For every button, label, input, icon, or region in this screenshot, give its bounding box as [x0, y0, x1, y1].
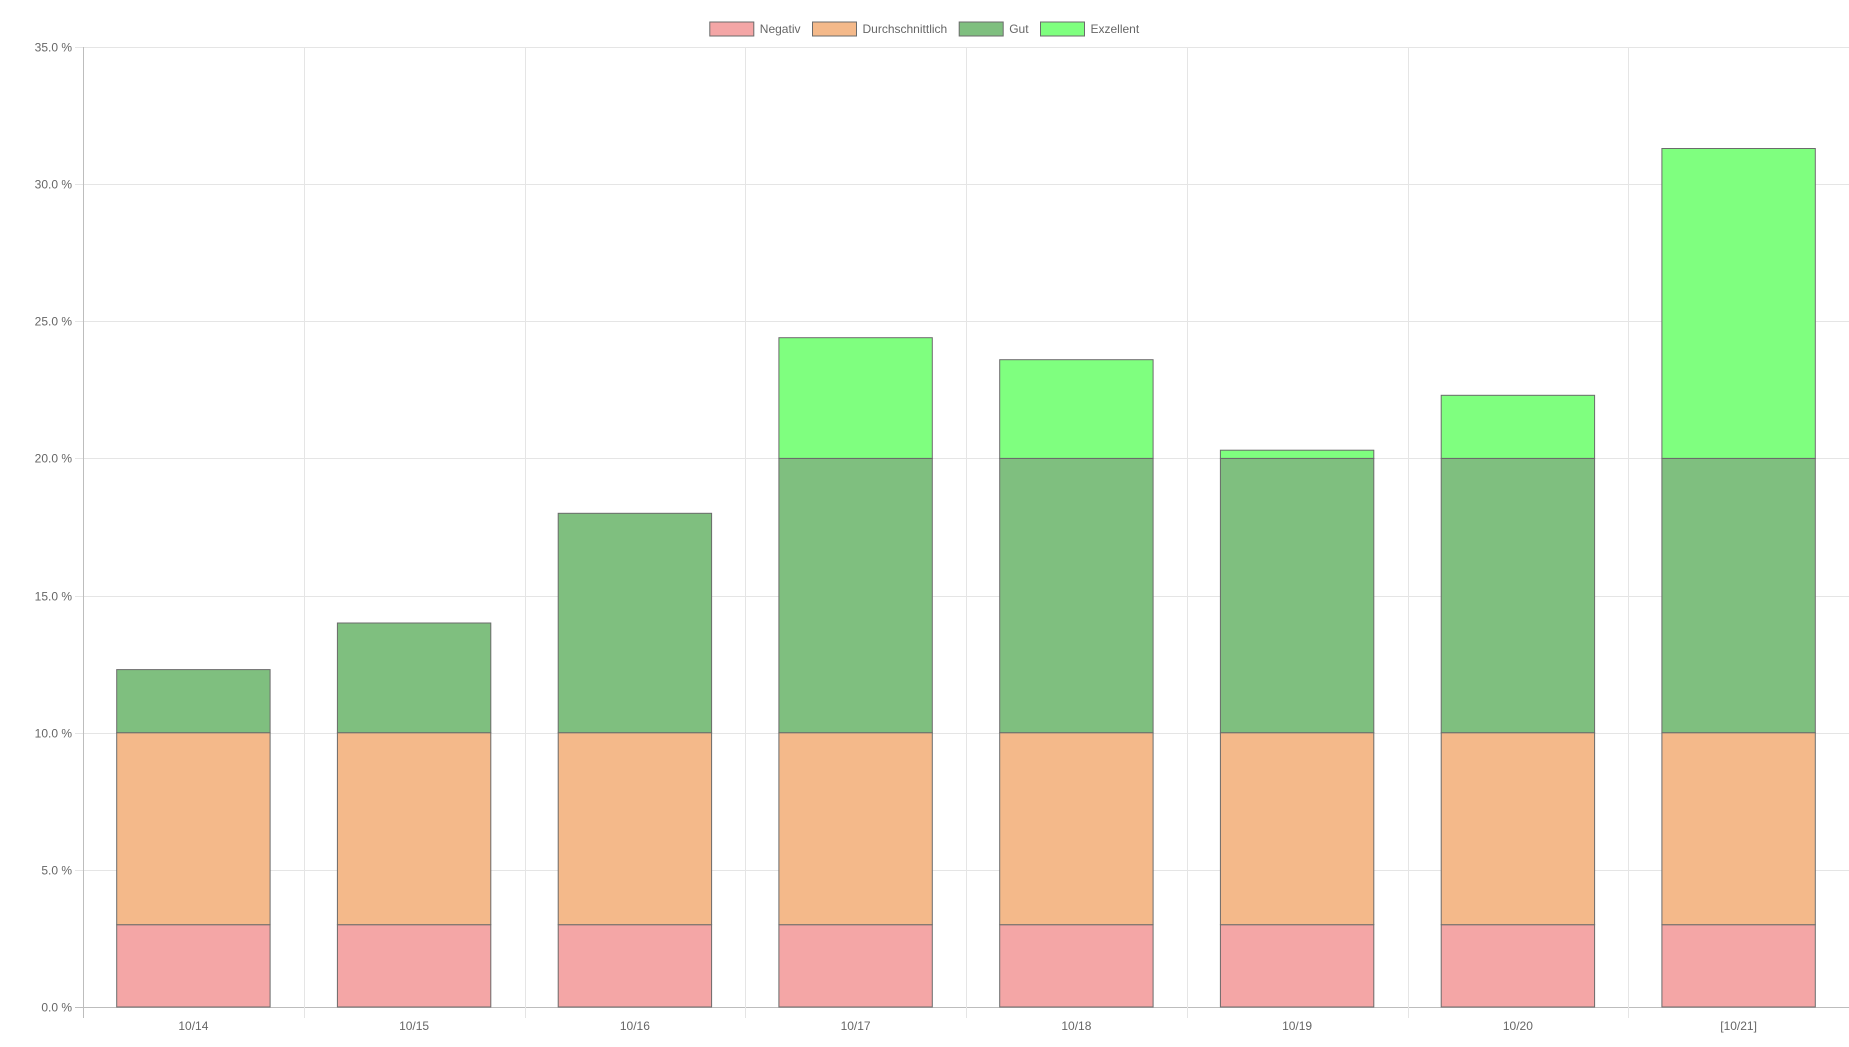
legend-label: Gut — [1009, 22, 1029, 36]
bar-segment-exzellent — [1440, 394, 1596, 459]
y-tick-label: 15.0 % — [35, 590, 73, 604]
bar-segment-negativ — [1219, 924, 1375, 1008]
y-tick-label: 30.0 % — [35, 178, 73, 192]
bar-segment-durchschnittlich — [999, 732, 1154, 926]
bar-segment-gut — [336, 622, 492, 734]
bar-segment-exzellent — [778, 337, 933, 459]
bar-segment-durchschnittlich — [336, 732, 492, 926]
axis-layer: 0.0 % 5.0 % 10.0 % 15.0 % 20.0 % 25.0 % 30.0 %… — [35, 41, 1757, 1034]
bars-layer — [116, 148, 1816, 1008]
bar-segment-negativ — [116, 924, 271, 1008]
y-tick-label: 20.0 % — [35, 452, 73, 466]
bar-segment-durchschnittlich — [557, 732, 713, 926]
bar-segment-durchschnittlich — [116, 732, 271, 926]
legend-label: Exzellent — [1091, 22, 1140, 36]
bar-segment-gut — [116, 669, 271, 734]
legend-label: Negativ — [760, 22, 801, 36]
bar-segment-exzellent — [1661, 148, 1816, 459]
bar-segment-negativ — [1661, 924, 1816, 1008]
legend-label: Durchschnittlich — [863, 22, 948, 36]
x-tick-label: 10/17 — [841, 1019, 871, 1033]
bar-segment-gut — [778, 457, 933, 734]
legend-swatch-durchschnittlich — [812, 21, 857, 37]
y-tick-label: 5.0 % — [41, 864, 72, 878]
x-tick-label: 10/19 — [1282, 1019, 1312, 1033]
bar-segment-negativ — [999, 924, 1154, 1008]
bar-segment-gut — [1440, 457, 1596, 734]
y-tick-label: 10.0 % — [35, 727, 73, 741]
y-tick-label: 0.0 % — [41, 1001, 72, 1015]
bar-segment-gut — [557, 512, 713, 734]
legend-swatch-gut — [958, 21, 1004, 37]
x-tick-label: 10/18 — [1061, 1019, 1091, 1033]
bar-segment-durchschnittlich — [778, 732, 933, 926]
x-tick-label: [10/21] — [1720, 1019, 1757, 1033]
x-tick-label: 10/14 — [178, 1019, 208, 1033]
x-tick-label: 10/16 — [620, 1019, 650, 1033]
legend: Negativ Durchschnittlich Gut Exzellent — [709, 21, 1140, 37]
bar-segment-durchschnittlich — [1661, 732, 1816, 926]
legend-swatch-negativ — [709, 21, 755, 37]
bar-segment-durchschnittlich — [1219, 732, 1375, 926]
x-tick-label: 10/20 — [1503, 1019, 1533, 1033]
bar-segment-gut — [999, 457, 1154, 734]
bar-segment-negativ — [1440, 924, 1596, 1008]
bar-segment-gut — [1661, 457, 1816, 734]
y-tick-label: 35.0 % — [35, 41, 73, 55]
x-tick-label: 10/15 — [399, 1019, 429, 1033]
bar-segment-durchschnittlich — [1440, 732, 1596, 926]
grid-layer — [75, 47, 1849, 1018]
y-tick-label: 25.0 % — [35, 315, 73, 329]
bar-segment-negativ — [336, 924, 492, 1008]
bar-segment-gut — [1219, 457, 1375, 734]
bar-segment-negativ — [778, 924, 933, 1008]
bar-segment-negativ — [557, 924, 713, 1008]
bar-segment-exzellent — [999, 359, 1154, 459]
legend-swatch-exzellent — [1040, 21, 1085, 37]
bar-segment-exzellent — [1219, 449, 1375, 459]
